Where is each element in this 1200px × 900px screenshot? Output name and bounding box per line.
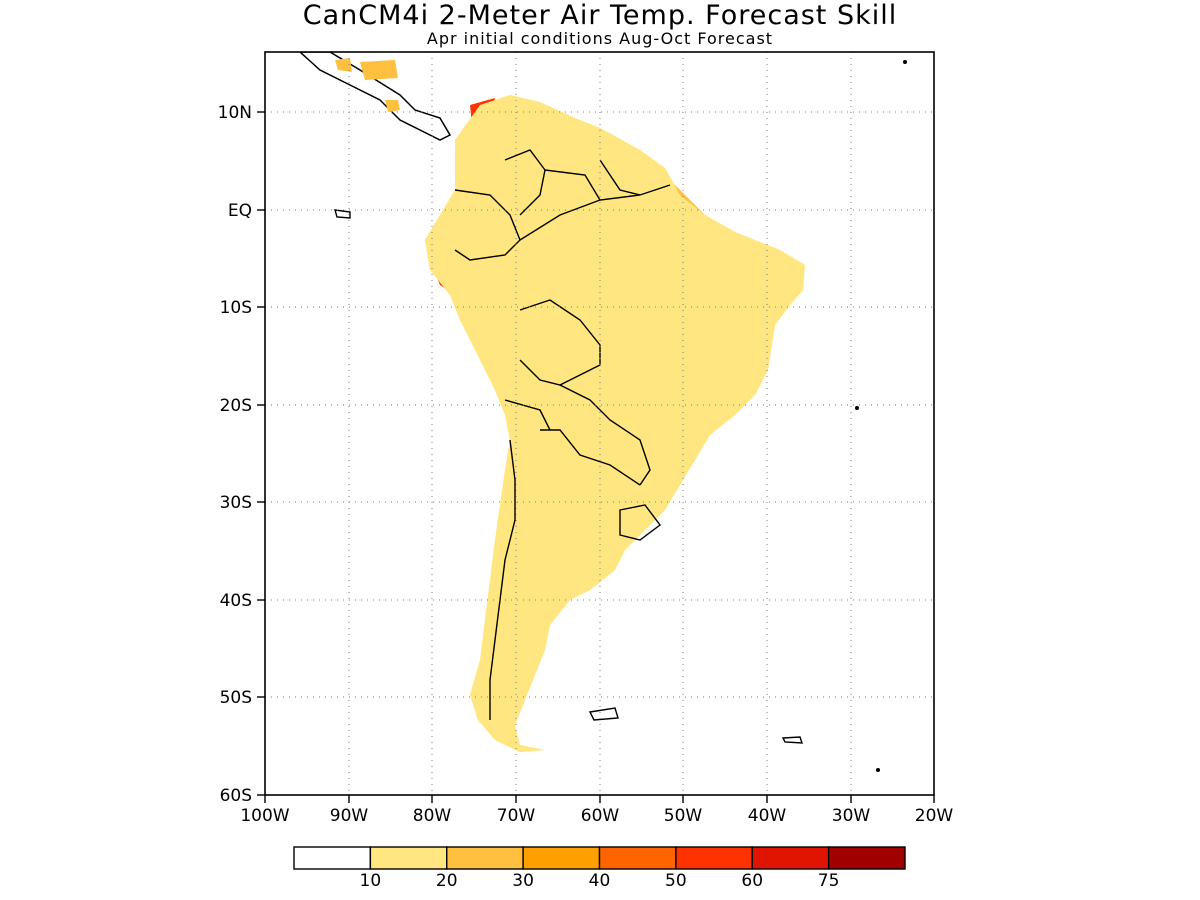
x-tick-label: 30W — [832, 806, 871, 826]
x-tick-label: 50W — [664, 806, 703, 826]
legend-swatch — [675, 846, 753, 870]
legend-swatch — [293, 846, 372, 870]
y-tick-label: EQ — [228, 201, 252, 221]
x-tick-label: 20W — [915, 806, 954, 826]
galapagos-islands — [334, 209, 351, 219]
legend-label: 75 — [818, 871, 840, 891]
legend-label: 60 — [741, 871, 763, 891]
island-dot — [855, 406, 859, 410]
legend-swatch — [827, 846, 906, 870]
falkland-islands — [588, 707, 619, 721]
central-america-skill-patch — [385, 100, 400, 112]
y-tick-label: 10N — [218, 103, 252, 123]
y-tick-label: 10S — [220, 298, 252, 318]
chart-subtitle: Apr initial conditions Aug-Oct Forecast — [426, 29, 774, 48]
legend-label: 20 — [436, 871, 458, 891]
south-georgia — [781, 736, 803, 744]
y-tick-label: 30S — [220, 493, 252, 513]
x-tick-label: 40W — [748, 806, 787, 826]
central-america-skill-patch — [335, 58, 352, 72]
y-axis-labels: 10N EQ 10S 20S 30S 40S 50S 60S — [218, 103, 252, 806]
legend-swatch — [522, 846, 601, 870]
legend-swatch — [751, 846, 830, 870]
legend-label: 50 — [665, 871, 687, 891]
x-axis-labels: 100W 90W 80W 70W 60W 50W 40W 30W 20W — [240, 806, 953, 826]
x-tick-label: 60W — [581, 806, 620, 826]
legend-swatch — [446, 846, 524, 870]
y-tick-label: 40S — [220, 591, 252, 611]
legend-swatch — [598, 846, 677, 870]
legend-label: 40 — [589, 871, 611, 891]
y-tick-label: 20S — [220, 396, 252, 416]
central-america-skill-patch — [360, 60, 398, 80]
island-dot — [903, 60, 907, 64]
legend-swatch — [369, 846, 448, 870]
x-tick-label: 100W — [240, 806, 289, 826]
x-tick-label: 90W — [330, 806, 369, 826]
chart-title: CanCM4i 2-Meter Air Temp. Forecast Skill — [302, 0, 898, 31]
legend-label: 30 — [512, 871, 534, 891]
color-legend: 10 20 30 40 50 60 75 — [293, 846, 906, 891]
y-tick-label: 50S — [220, 688, 252, 708]
x-tick-label: 70W — [497, 806, 536, 826]
axis-ticks — [257, 111, 935, 803]
legend-label: 10 — [360, 871, 382, 891]
y-tick-label: 60S — [220, 786, 252, 806]
island-dot — [876, 768, 880, 772]
x-tick-label: 80W — [413, 806, 452, 826]
